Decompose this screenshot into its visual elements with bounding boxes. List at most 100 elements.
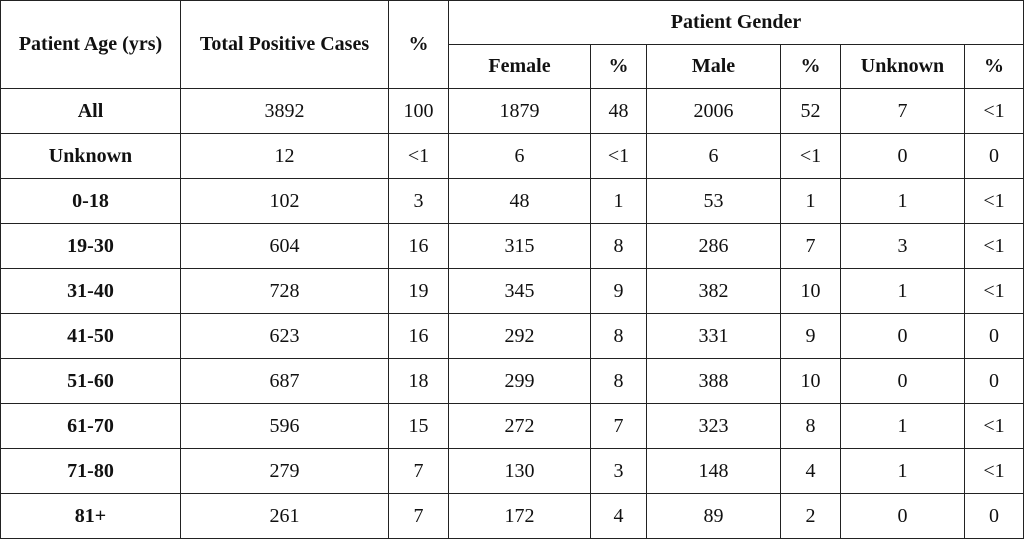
- cell-age: 61-70: [0, 403, 181, 449]
- cell-pct: 16: [388, 223, 449, 269]
- cell-unknown-pct: <1: [964, 448, 1024, 494]
- table-row: 19-30 604 16 315 8 286 7 3 <1: [0, 223, 1024, 269]
- table-row: 81+ 261 7 172 4 89 2 0 0: [0, 493, 1024, 539]
- cell-pct: 19: [388, 268, 449, 314]
- cell-female: 48: [448, 178, 591, 224]
- cell-female-pct: 9: [590, 268, 647, 314]
- cell-male-pct: 9: [780, 313, 841, 359]
- cell-age: 71-80: [0, 448, 181, 494]
- cell-male: 388: [646, 358, 781, 404]
- cell-male-pct: 2: [780, 493, 841, 539]
- cell-male: 286: [646, 223, 781, 269]
- cell-unknown: 0: [840, 358, 965, 404]
- cell-unknown: 0: [840, 133, 965, 179]
- header-male: Male: [646, 44, 781, 89]
- cell-female-pct: 4: [590, 493, 647, 539]
- cell-age: 19-30: [0, 223, 181, 269]
- cell-pct: 15: [388, 403, 449, 449]
- cell-age: Unknown: [0, 133, 181, 179]
- header-male-pct: %: [780, 44, 841, 89]
- cell-unknown-pct: <1: [964, 88, 1024, 134]
- cell-unknown-pct: <1: [964, 403, 1024, 449]
- cell-female: 172: [448, 493, 591, 539]
- cell-unknown: 1: [840, 268, 965, 314]
- cell-female: 292: [448, 313, 591, 359]
- cell-female: 1879: [448, 88, 591, 134]
- cell-male-pct: 1: [780, 178, 841, 224]
- cell-unknown-pct: <1: [964, 178, 1024, 224]
- cell-unknown-pct: 0: [964, 493, 1024, 539]
- cell-total: 604: [180, 223, 389, 269]
- cell-pct: <1: [388, 133, 449, 179]
- cell-age: 81+: [0, 493, 181, 539]
- header-unknown-pct: %: [964, 44, 1024, 89]
- cell-total: 623: [180, 313, 389, 359]
- cell-male: 89: [646, 493, 781, 539]
- cell-female-pct: 8: [590, 358, 647, 404]
- cell-pct: 100: [388, 88, 449, 134]
- cell-unknown: 3: [840, 223, 965, 269]
- cell-female: 315: [448, 223, 591, 269]
- cell-pct: 7: [388, 448, 449, 494]
- cell-female-pct: 8: [590, 313, 647, 359]
- cell-unknown: 1: [840, 403, 965, 449]
- cell-female-pct: 7: [590, 403, 647, 449]
- cell-male-pct: 8: [780, 403, 841, 449]
- cell-male-pct: 10: [780, 358, 841, 404]
- cell-age: 0-18: [0, 178, 181, 224]
- cell-age: 51-60: [0, 358, 181, 404]
- cell-total: 728: [180, 268, 389, 314]
- table-row: 71-80 279 7 130 3 148 4 1 <1: [0, 448, 1024, 494]
- table-row: 0-18 102 3 48 1 53 1 1 <1: [0, 178, 1024, 224]
- cell-female: 299: [448, 358, 591, 404]
- header-unknown: Unknown: [840, 44, 965, 89]
- cell-total: 102: [180, 178, 389, 224]
- header-female-pct: %: [590, 44, 647, 89]
- cell-female-pct: 48: [590, 88, 647, 134]
- table-row: All 3892 100 1879 48 2006 52 7 <1: [0, 88, 1024, 134]
- cell-male: 2006: [646, 88, 781, 134]
- cell-total: 3892: [180, 88, 389, 134]
- cell-female: 272: [448, 403, 591, 449]
- header-patient-gender: Patient Gender: [448, 0, 1024, 45]
- cell-total: 279: [180, 448, 389, 494]
- cell-female-pct: 8: [590, 223, 647, 269]
- header-total: Total Positive Cases: [180, 0, 389, 89]
- header-age: Patient Age (yrs): [0, 0, 181, 89]
- cell-unknown-pct: <1: [964, 223, 1024, 269]
- cell-total: 261: [180, 493, 389, 539]
- cell-male-pct: 7: [780, 223, 841, 269]
- cell-male: 148: [646, 448, 781, 494]
- cell-age: 31-40: [0, 268, 181, 314]
- cell-pct: 18: [388, 358, 449, 404]
- cell-unknown: 1: [840, 178, 965, 224]
- table-body: All 3892 100 1879 48 2006 52 7 <1 Unknown 12 <1 6 <1 6…: [0, 88, 1024, 539]
- cell-male-pct: <1: [780, 133, 841, 179]
- cell-male: 382: [646, 268, 781, 314]
- cell-female-pct: 3: [590, 448, 647, 494]
- header-pct: %: [388, 0, 449, 89]
- cell-male: 53: [646, 178, 781, 224]
- cell-female-pct: <1: [590, 133, 647, 179]
- cell-male: 323: [646, 403, 781, 449]
- table-row: 41-50 623 16 292 8 331 9 0 0: [0, 313, 1024, 359]
- cell-unknown-pct: <1: [964, 268, 1024, 314]
- cell-total: 687: [180, 358, 389, 404]
- cell-female-pct: 1: [590, 178, 647, 224]
- cell-pct: 7: [388, 493, 449, 539]
- table-row: 61-70 596 15 272 7 323 8 1 <1: [0, 403, 1024, 449]
- cell-male: 6: [646, 133, 781, 179]
- cell-male-pct: 4: [780, 448, 841, 494]
- cell-age: All: [0, 88, 181, 134]
- cell-unknown: 7: [840, 88, 965, 134]
- cell-pct: 3: [388, 178, 449, 224]
- cell-unknown-pct: 0: [964, 313, 1024, 359]
- table-row: Unknown 12 <1 6 <1 6 <1 0 0: [0, 133, 1024, 179]
- cell-pct: 16: [388, 313, 449, 359]
- table-row: 31-40 728 19 345 9 382 10 1 <1: [0, 268, 1024, 314]
- cell-male: 331: [646, 313, 781, 359]
- cell-unknown: 1: [840, 448, 965, 494]
- cell-female: 130: [448, 448, 591, 494]
- cell-female: 6: [448, 133, 591, 179]
